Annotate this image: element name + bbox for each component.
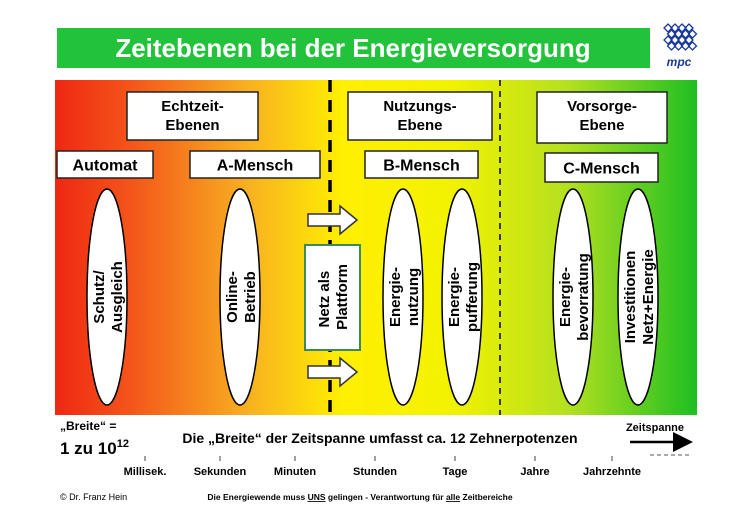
arrow	[307, 204, 359, 236]
logo-cell	[680, 29, 691, 39]
platform-label: Netz als Plattform	[316, 264, 351, 330]
oval	[552, 188, 594, 406]
line: Betrieb	[242, 271, 259, 323]
line: Investitionen	[622, 251, 639, 344]
oval-label: Online-Betrieb	[224, 271, 259, 323]
line: Nutzungs-	[383, 98, 456, 115]
oval-label: InvestitionenNetz+Energie	[622, 249, 657, 344]
line: Ausgleich	[109, 261, 126, 333]
logo-cell	[680, 41, 691, 51]
arrow	[307, 356, 359, 388]
actor-label: C-Mensch	[563, 161, 639, 178]
line: Ebene	[397, 117, 442, 134]
logo-cell	[663, 35, 673, 45]
line: Ebenen	[165, 117, 219, 134]
actor-label: Automat	[73, 158, 139, 175]
logo-cell	[687, 41, 698, 51]
actor-box	[544, 152, 659, 183]
ratio: 1 zu 1012	[60, 438, 129, 458]
oval	[617, 188, 659, 406]
line: Vorsorge-	[567, 98, 637, 115]
tick-label: Millisek.	[124, 466, 167, 478]
axis-label: Zeitspanne	[626, 422, 684, 434]
title: Zeitebenen bei der Energieversorgung	[115, 33, 590, 63]
platform-box	[304, 244, 361, 351]
level-box	[347, 91, 493, 141]
ratio-base: 1 zu 10	[60, 439, 117, 458]
line: Plattform	[334, 264, 351, 330]
tick-label: Stunden	[353, 466, 397, 478]
slogan-part: alle	[446, 492, 460, 502]
tick-label: Tage	[443, 466, 468, 478]
tick-label: Jahre	[520, 466, 549, 478]
oval-label: Schutz/Ausgleich	[91, 261, 126, 333]
level-label: Vorsorge- Ebene	[567, 98, 637, 134]
slogan-part: Die Energiewende muss	[207, 492, 307, 502]
slogan: Die Energiewende muss UNS gelingen - Ver…	[207, 492, 512, 502]
logo-cell	[673, 41, 684, 51]
line: Energie-	[557, 267, 574, 327]
slogan-part: Zeitbereiche	[460, 492, 513, 502]
title-bar	[57, 28, 650, 68]
level-box	[126, 91, 259, 141]
line: Energie-	[387, 267, 404, 327]
line: nutzung	[405, 268, 422, 326]
logo-cell	[677, 23, 687, 33]
logo-cell	[673, 29, 684, 39]
logo-cell	[670, 23, 680, 33]
ratio-exponent: 12	[117, 438, 129, 450]
level-label: Echtzeit- Ebenen	[161, 98, 224, 134]
line: Echtzeit-	[161, 98, 224, 115]
actor-box	[56, 150, 154, 179]
line: bevorratung	[575, 253, 592, 341]
line: Energie-	[446, 267, 463, 327]
line: pufferung	[464, 262, 481, 332]
oval-label: Energie-pufferung	[446, 262, 481, 332]
logo-text: mpc	[667, 55, 692, 69]
tick-label: Jahrzehnte	[583, 466, 641, 478]
line: Ebene	[579, 117, 624, 134]
actor-label: B-Mensch	[383, 158, 459, 175]
level-box	[536, 91, 668, 144]
tick-label: Minuten	[274, 466, 316, 478]
line: Online-	[224, 271, 241, 323]
logo-cell	[687, 29, 698, 39]
slogan-part: gelingen - Verantwortung für	[326, 492, 446, 502]
level-label: Nutzungs- Ebene	[383, 98, 456, 134]
slogan-part: UNS	[308, 492, 326, 502]
oval-label: Energie-nutzung	[387, 267, 422, 327]
oval	[219, 188, 261, 406]
width-label: „Breite“ =	[60, 419, 116, 433]
author: © Dr. Franz Hein	[60, 492, 127, 502]
logo-cell	[677, 35, 687, 45]
logo	[663, 23, 698, 51]
logo-cell	[666, 29, 677, 39]
caption: Die „Breite“ der Zeitspanne umfasst ca. …	[182, 430, 577, 446]
line: Netz als	[316, 271, 333, 328]
logo-cell	[684, 35, 694, 45]
line: Schutz/	[91, 270, 108, 324]
tick-label: Sekunden	[194, 466, 247, 478]
logo-cell	[666, 41, 677, 51]
oval	[86, 188, 128, 406]
logo-cell	[670, 35, 680, 45]
actor-box	[364, 150, 479, 179]
logo-cell	[663, 23, 673, 33]
oval	[382, 188, 424, 406]
logo-cell	[684, 23, 694, 33]
oval-label: Energie-bevorratung	[557, 253, 592, 341]
oval	[441, 188, 483, 406]
actor-label: A-Mensch	[217, 158, 293, 175]
actor-box	[189, 150, 321, 179]
line: Netz+Energie	[640, 249, 657, 344]
